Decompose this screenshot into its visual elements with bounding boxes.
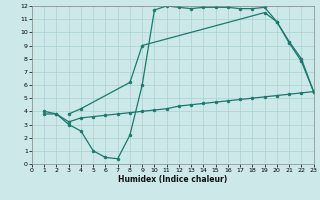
X-axis label: Humidex (Indice chaleur): Humidex (Indice chaleur) [118,175,228,184]
